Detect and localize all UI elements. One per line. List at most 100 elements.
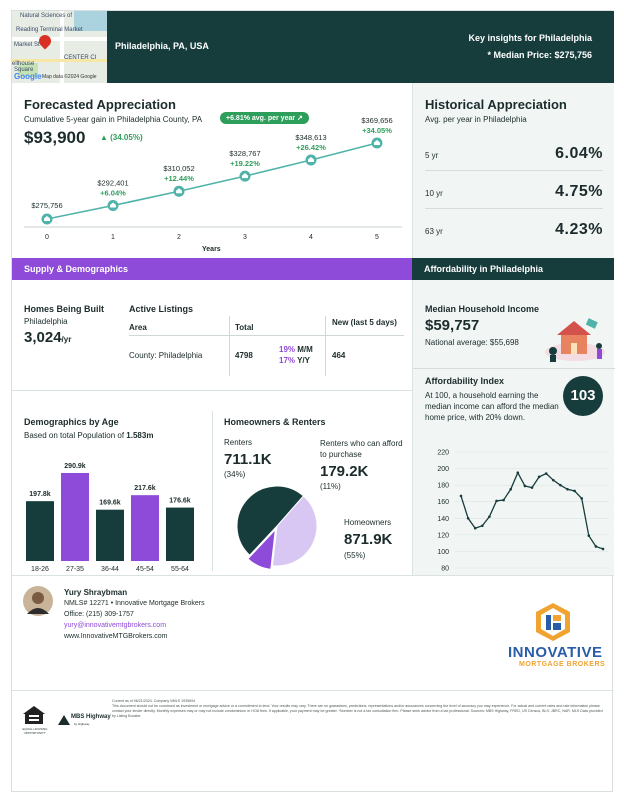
row-total: 4798 bbox=[235, 351, 253, 360]
pie-slice bbox=[236, 485, 305, 556]
trend-up-icon: ↗ bbox=[297, 115, 303, 122]
agent-nmls: NMLS# 12271 • Innovative Mortgage Broker… bbox=[64, 600, 205, 607]
forecast-value-label: $275,756 bbox=[31, 201, 62, 210]
affordability-point bbox=[573, 489, 576, 493]
badge-label: +6.81% avg. per year bbox=[226, 115, 296, 122]
historical-row: 5 yr 6.04% bbox=[425, 143, 603, 171]
historical-value: 4.23% bbox=[555, 221, 603, 238]
affordability-point bbox=[523, 484, 527, 488]
owners-pct: (55%) bbox=[344, 551, 366, 560]
income-value: $59,757 bbox=[425, 317, 480, 334]
national-average: National average: $55,698 bbox=[425, 338, 519, 347]
affordability-series-line bbox=[460, 471, 604, 550]
equal-housing-text: EQUAL HOUSING OPPORTUNITY bbox=[22, 727, 48, 735]
map-label: ellhouse bbox=[12, 61, 35, 67]
historical-value: 4.75% bbox=[555, 183, 603, 200]
affordability-y-tick: 100 bbox=[437, 549, 449, 556]
supply-section: Homes Being Built Philadelphia 3,024/yr … bbox=[12, 280, 412, 390]
age-bar-value: 169.6k bbox=[99, 500, 121, 507]
forecast-value-label: $292,401 bbox=[97, 179, 128, 188]
row-area: County: Philadelphia bbox=[129, 351, 203, 360]
forecast-x-tick: 5 bbox=[375, 234, 379, 241]
agent-avatar bbox=[23, 586, 53, 616]
affordability-y-tick: 140 bbox=[437, 516, 449, 523]
renters-value: 711.1K bbox=[224, 451, 272, 468]
location-map[interactable]: Natural Sciences of Reading Terminal Mar… bbox=[12, 11, 107, 83]
mm-pct: 19% bbox=[279, 345, 296, 354]
age-bar bbox=[26, 501, 54, 561]
income-title: Median Household Income bbox=[425, 304, 540, 314]
age-category-label: 36-44 bbox=[101, 566, 119, 573]
affordability-point bbox=[544, 472, 548, 475]
affordability-point bbox=[502, 498, 505, 502]
google-logo: Google bbox=[14, 72, 42, 81]
row-mm: 19% M/M bbox=[279, 345, 313, 354]
affordability-point bbox=[495, 499, 498, 503]
map-label: Reading Terminal Market bbox=[16, 27, 83, 33]
logo-name: INNOVATIVE bbox=[508, 644, 603, 661]
map-label: Natural Sciences of bbox=[20, 13, 73, 19]
affordability-y-tick: 120 bbox=[437, 532, 449, 539]
demographics-subtitle: Based on total Population of 1.583m bbox=[24, 431, 153, 440]
historical-value: 6.04% bbox=[555, 145, 603, 162]
historical-period: 10 yr bbox=[425, 189, 443, 198]
affordability-point bbox=[509, 487, 512, 491]
agent-email-link[interactable]: yury@innovativemtgbrokers.com bbox=[64, 622, 167, 629]
afford-renters-value: 179.2K bbox=[320, 463, 369, 480]
forecast-change-label: +6.04% bbox=[100, 189, 126, 198]
disclaimer-date: Current as of 06/21/2024. Company NMLS 1… bbox=[112, 699, 196, 703]
supply-section-bar: Supply & Demographics bbox=[12, 258, 412, 280]
forecast-chart: 0 $275,756 1 $292,401+6.04% 2 $310,052+12.44%… bbox=[24, 116, 402, 241]
afford-section: Median Household Income $59,757 National… bbox=[412, 280, 615, 575]
afford-renters-label: Renters who can afford to purchase bbox=[320, 439, 403, 459]
age-category-label: 45-54 bbox=[136, 566, 154, 573]
historical-subtitle: Avg. per year in Philadelphia bbox=[425, 115, 527, 124]
forecast-section: Forecasted Appreciation Cumulative 5-yea… bbox=[12, 83, 412, 258]
renters-pct: (34%) bbox=[224, 470, 246, 479]
agent-website-link[interactable]: www.InnovativeMTGBrokers.com bbox=[64, 633, 168, 640]
age-category-label: 55-64 bbox=[171, 566, 189, 573]
age-bar bbox=[131, 495, 159, 561]
mbs-sub: by Highway bbox=[74, 722, 90, 726]
index-description: At 100, a household earning the median i… bbox=[425, 391, 559, 422]
col-new: New (last 5 days) bbox=[332, 318, 397, 327]
homes-built-value: 3,024/yr bbox=[24, 329, 71, 346]
historical-row: 10 yr 4.75% bbox=[425, 181, 603, 209]
owners-value: 871.9K bbox=[344, 531, 393, 548]
house-icon bbox=[110, 202, 116, 208]
row-yy: 17% Y/Y bbox=[279, 356, 310, 365]
affordability-point bbox=[601, 547, 605, 551]
affordability-point bbox=[537, 475, 541, 479]
homes-built-unit: /yr bbox=[61, 335, 72, 344]
homes-built-number: 3,024 bbox=[24, 329, 62, 346]
owners-label: Homeowners bbox=[344, 518, 392, 527]
forecast-subtitle: Cumulative 5-year gain in Philadelphia C… bbox=[24, 115, 203, 124]
median-price: * Median Price: $275,756 bbox=[487, 50, 592, 60]
age-bar bbox=[166, 507, 194, 561]
historical-section: Historical Appreciation Avg. per year in… bbox=[412, 83, 614, 258]
forecast-x-tick: 1 bbox=[111, 234, 115, 241]
affordability-y-tick: 160 bbox=[437, 499, 449, 506]
age-bar bbox=[61, 473, 89, 561]
pie-slice bbox=[271, 495, 318, 567]
affordability-point bbox=[580, 497, 583, 500]
forecast-series-line bbox=[46, 142, 378, 220]
house-icon bbox=[308, 157, 314, 163]
agent-name: Yury Shraybman bbox=[64, 588, 128, 597]
demographics-title: Demographics by Age bbox=[24, 417, 119, 427]
listings-table: Area Total New (last 5 days) County: Phi… bbox=[129, 316, 404, 378]
forecast-x-tick: 0 bbox=[45, 234, 49, 241]
col-total: Total bbox=[235, 323, 254, 332]
map-label: Market St bbox=[14, 42, 40, 48]
index-title: Affordability Index bbox=[425, 376, 505, 386]
age-bar-chart: 197.8k 18-26 290.9k 27-35 169.6k 36-44 217.6k 4… bbox=[26, 463, 194, 573]
location-name: Philadelphia, PA, USA bbox=[115, 41, 209, 51]
forecast-x-tick: 3 bbox=[243, 234, 247, 241]
age-bar bbox=[96, 509, 124, 561]
house-icon bbox=[44, 216, 50, 221]
demographics-section: Demographics by Age Based on total Popul… bbox=[12, 390, 412, 575]
forecast-value-label: $348,613 bbox=[295, 133, 326, 142]
forecast-gain-pct: ▲ (34.05%) bbox=[100, 133, 143, 142]
homes-built-area: Philadelphia bbox=[24, 317, 68, 326]
age-bar-value: 290.9k bbox=[64, 463, 86, 470]
